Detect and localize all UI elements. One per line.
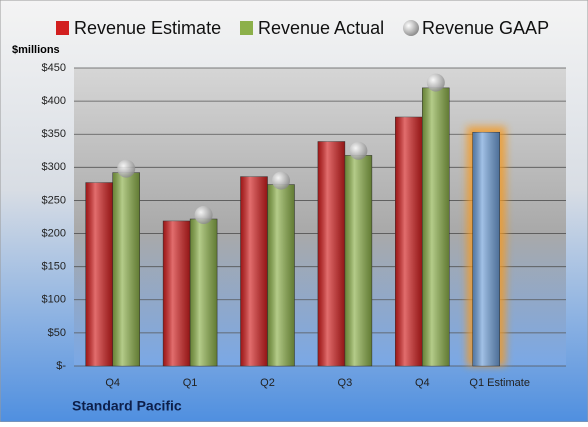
- y-tick-label: $150: [42, 261, 66, 273]
- bar-gloss: [163, 220, 191, 366]
- x-tick-label: Q3: [338, 377, 353, 389]
- y-tick-label: $450: [42, 62, 66, 74]
- y-tick-label: $200: [42, 227, 66, 239]
- bar-gloss: [317, 141, 345, 366]
- y-tick-label: $-: [56, 360, 66, 372]
- legend-label: Revenue Estimate: [74, 18, 221, 38]
- y-tick-label: $350: [42, 128, 66, 140]
- bar-gloss: [112, 172, 140, 366]
- x-tick-label: Q1: [183, 377, 198, 389]
- legend-marker: [403, 20, 419, 36]
- x-tick-label: Q4: [415, 377, 430, 389]
- bar-gloss: [85, 182, 113, 366]
- gaap-marker: [117, 159, 136, 178]
- y-axis-label: $millions: [12, 44, 60, 56]
- gaap-marker: [272, 171, 290, 190]
- gaap-marker: [426, 73, 445, 92]
- x-tick-label: Q1 Estimate: [469, 377, 530, 389]
- gaap-marker: [349, 141, 368, 160]
- bar-gloss: [190, 218, 218, 366]
- y-tick-label: $100: [42, 294, 66, 306]
- y-tick-label: $400: [42, 95, 66, 107]
- legend-label: Revenue GAAP: [422, 18, 549, 38]
- y-tick-label: $250: [42, 194, 66, 206]
- bar-gloss: [472, 132, 500, 366]
- y-tick-label: $50: [48, 327, 66, 339]
- bar-gloss: [422, 87, 450, 366]
- legend-swatch: [240, 21, 253, 35]
- bar-gloss: [240, 176, 268, 366]
- bar-gloss: [267, 184, 295, 366]
- y-tick-label: $300: [42, 161, 66, 173]
- x-tick-label: Q2: [260, 377, 275, 389]
- bar-gloss: [395, 117, 423, 366]
- x-tick-label: Q4: [105, 377, 120, 389]
- footnote: Standard Pacific: [72, 398, 182, 414]
- legend-swatch: [56, 21, 69, 35]
- gaap-marker: [194, 206, 213, 225]
- legend-label: Revenue Actual: [258, 18, 384, 38]
- bar-gloss: [344, 155, 372, 366]
